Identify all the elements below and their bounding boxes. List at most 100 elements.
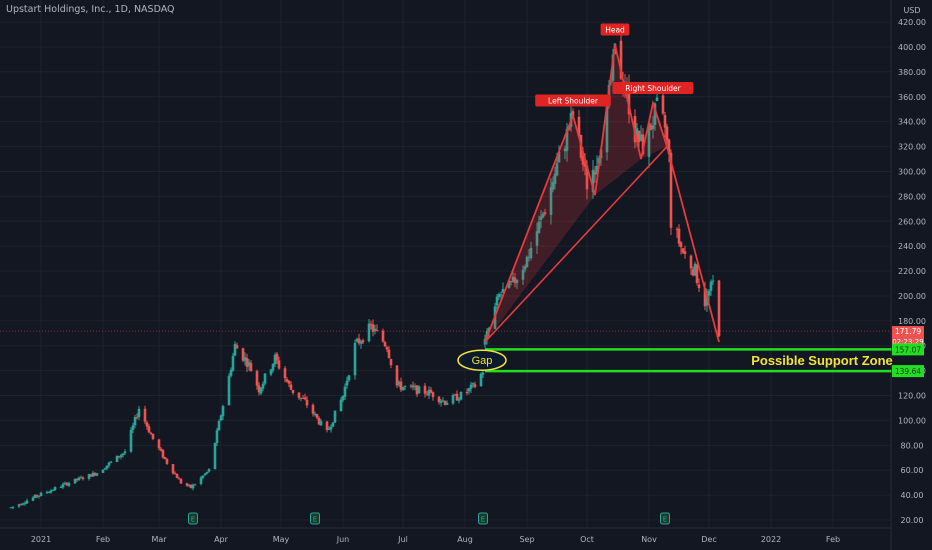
candle xyxy=(695,263,699,286)
candle-body xyxy=(215,430,219,444)
candle xyxy=(527,248,531,262)
candle xyxy=(515,279,519,289)
candle-body xyxy=(219,415,223,421)
candle xyxy=(273,352,277,368)
candle xyxy=(247,358,251,371)
candle-body xyxy=(557,151,561,163)
candle xyxy=(327,426,331,431)
pattern-label-bg xyxy=(535,94,611,107)
candle xyxy=(81,476,85,481)
candle-body xyxy=(329,426,333,430)
candle xyxy=(221,404,225,421)
candle xyxy=(299,397,303,402)
candle xyxy=(693,261,697,277)
candle xyxy=(39,491,43,497)
candle-body xyxy=(157,439,161,449)
candle xyxy=(23,501,27,506)
pattern-outline xyxy=(484,44,720,343)
candle-body xyxy=(291,389,295,393)
candle-body xyxy=(543,212,547,215)
y-tick-label: 400.00 xyxy=(898,43,926,52)
candle xyxy=(261,381,265,392)
candle-body xyxy=(33,494,37,498)
earnings-icon[interactable]: E xyxy=(188,512,198,525)
candle xyxy=(59,485,63,489)
candle xyxy=(341,395,345,403)
candle-body xyxy=(135,417,139,419)
earnings-icon[interactable]: E xyxy=(660,512,670,525)
x-tick-label: Jul xyxy=(397,535,408,544)
candle-body xyxy=(481,372,485,375)
candle-body xyxy=(511,276,515,282)
candle-body xyxy=(717,280,721,337)
earnings-icon-label: E xyxy=(313,516,317,524)
candle xyxy=(639,125,643,142)
pattern-label-text: Left Shoulder xyxy=(548,96,599,105)
candle-body xyxy=(619,40,623,79)
candle-body xyxy=(109,461,113,463)
candle xyxy=(549,178,553,225)
earnings-icon[interactable]: E xyxy=(478,512,488,525)
candle-body xyxy=(159,448,163,451)
candle-body xyxy=(317,418,321,425)
candle-body xyxy=(399,381,403,390)
candle-body xyxy=(663,115,667,128)
candle xyxy=(283,366,287,383)
candle-body xyxy=(583,162,587,167)
candle xyxy=(107,461,111,468)
candle xyxy=(219,414,223,422)
candle-body xyxy=(245,358,249,367)
candle xyxy=(541,211,545,219)
candle xyxy=(689,254,693,276)
candle xyxy=(259,387,263,395)
candle xyxy=(203,472,207,476)
candle xyxy=(143,405,147,425)
earnings-icon[interactable]: E xyxy=(310,512,320,525)
candle-body xyxy=(693,263,697,276)
earnings-icon-bg xyxy=(478,512,488,525)
candle xyxy=(553,166,557,190)
x-tick-label: Jun xyxy=(336,535,350,544)
zone-price-tag-bg xyxy=(892,365,924,378)
candle xyxy=(17,503,21,509)
head-shoulders-pattern: Left Shoulder Head Right Shoulder xyxy=(484,23,720,343)
candle xyxy=(319,419,323,427)
candle-body xyxy=(65,482,69,486)
candle-body xyxy=(137,408,141,418)
candle xyxy=(431,391,435,401)
support-zone-label: Possible Support Zone xyxy=(751,353,893,368)
candle-body xyxy=(263,373,267,384)
candle-body xyxy=(177,478,181,480)
candle xyxy=(315,413,319,420)
candle-body xyxy=(501,289,505,293)
candle-body xyxy=(357,338,361,344)
candle-body xyxy=(25,500,29,504)
y-tick-label: 320.00 xyxy=(898,143,926,152)
candle-body xyxy=(683,251,687,254)
y-tick-label: 360.00 xyxy=(898,93,926,102)
candle-body xyxy=(203,473,207,476)
candle xyxy=(303,393,307,401)
candle xyxy=(129,427,133,453)
candle-body xyxy=(647,123,651,157)
candle-body xyxy=(287,380,291,384)
candle xyxy=(235,342,239,349)
candle xyxy=(19,503,23,506)
candle xyxy=(51,489,55,492)
candle-body xyxy=(81,477,85,480)
candle xyxy=(65,482,69,487)
candle-body xyxy=(235,345,239,349)
candle-body xyxy=(115,455,119,462)
candle xyxy=(185,482,189,487)
candle-body xyxy=(611,54,615,81)
candle-body xyxy=(339,399,343,412)
candle-body xyxy=(319,421,323,426)
candle-body xyxy=(353,342,357,376)
y-tick-label: 240.00 xyxy=(898,242,926,251)
candle xyxy=(163,456,167,460)
pattern-label-text: Head xyxy=(605,26,625,35)
y-tick-label: 300.00 xyxy=(898,167,926,176)
candle xyxy=(191,483,195,491)
y-tick-label: 260.00 xyxy=(898,217,926,226)
